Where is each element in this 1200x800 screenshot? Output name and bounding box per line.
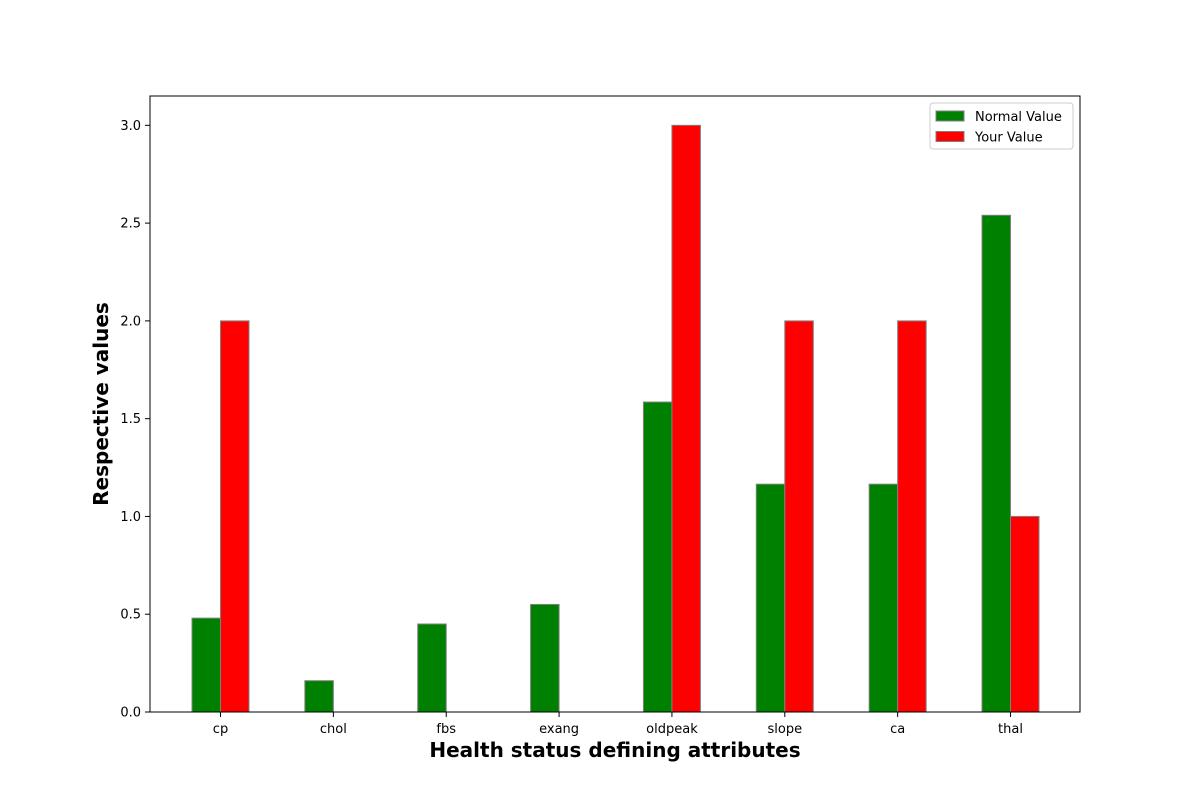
y-axis-title: Respective values xyxy=(89,302,113,506)
legend-swatch-your-value xyxy=(935,131,965,142)
bar-your-value-cp xyxy=(220,320,250,713)
x-axis-title: Health status defining attributes xyxy=(429,738,800,762)
x-tick-label-cp: cp xyxy=(213,722,228,737)
y-tick-label: 1.5 xyxy=(120,412,141,427)
legend-box xyxy=(929,102,1074,150)
bar-your-value-oldpeak xyxy=(671,124,701,713)
bar-normal-value-exang xyxy=(530,603,560,713)
y-axis: 0.0 0.5 1.0 1.5 2.0 2.5 3.0 xyxy=(120,119,150,721)
x-axis: cp chol fbs exang oldpeak slope ca thal xyxy=(213,712,1023,737)
bar-normal-value-oldpeak xyxy=(642,401,673,713)
y-tick-label: 0.5 xyxy=(120,608,141,623)
x-tick-label-exang: exang xyxy=(539,722,579,737)
y-tick-label: 1.0 xyxy=(120,510,141,525)
x-tick-label-fbs: fbs xyxy=(436,722,456,737)
bar-normal-value-chol xyxy=(304,680,334,713)
legend-label-your-value: Your Value xyxy=(974,131,1043,146)
y-tick-label: 2.0 xyxy=(120,314,141,329)
x-tick-label-oldpeak: oldpeak xyxy=(646,722,698,737)
y-tick-label: 2.5 xyxy=(120,217,141,232)
legend: Normal Value Your Value xyxy=(929,102,1074,150)
bar-normal-value-ca xyxy=(868,483,899,713)
y-tick-label: 3.0 xyxy=(120,119,141,134)
bar-normal-value-slope xyxy=(755,483,786,713)
bars-group xyxy=(191,124,1040,713)
bar-normal-value-thal xyxy=(981,214,1012,713)
bar-normal-value-cp xyxy=(191,617,221,713)
x-tick-label-thal: thal xyxy=(998,722,1023,737)
legend-swatch-normal-value xyxy=(935,110,965,122)
plot-frame xyxy=(149,95,1081,713)
legend-label-normal-value: Normal Value xyxy=(975,110,1062,125)
bar-your-value-thal xyxy=(1010,515,1040,713)
y-tick-label: 0.0 xyxy=(120,706,141,721)
bar-normal-value-fbs xyxy=(417,623,447,713)
bar-your-value-ca xyxy=(897,320,927,713)
x-tick-label-ca: ca xyxy=(890,722,905,737)
x-tick-label-chol: chol xyxy=(320,722,347,737)
bar-your-value-slope xyxy=(784,320,814,713)
x-tick-label-slope: slope xyxy=(768,722,803,737)
